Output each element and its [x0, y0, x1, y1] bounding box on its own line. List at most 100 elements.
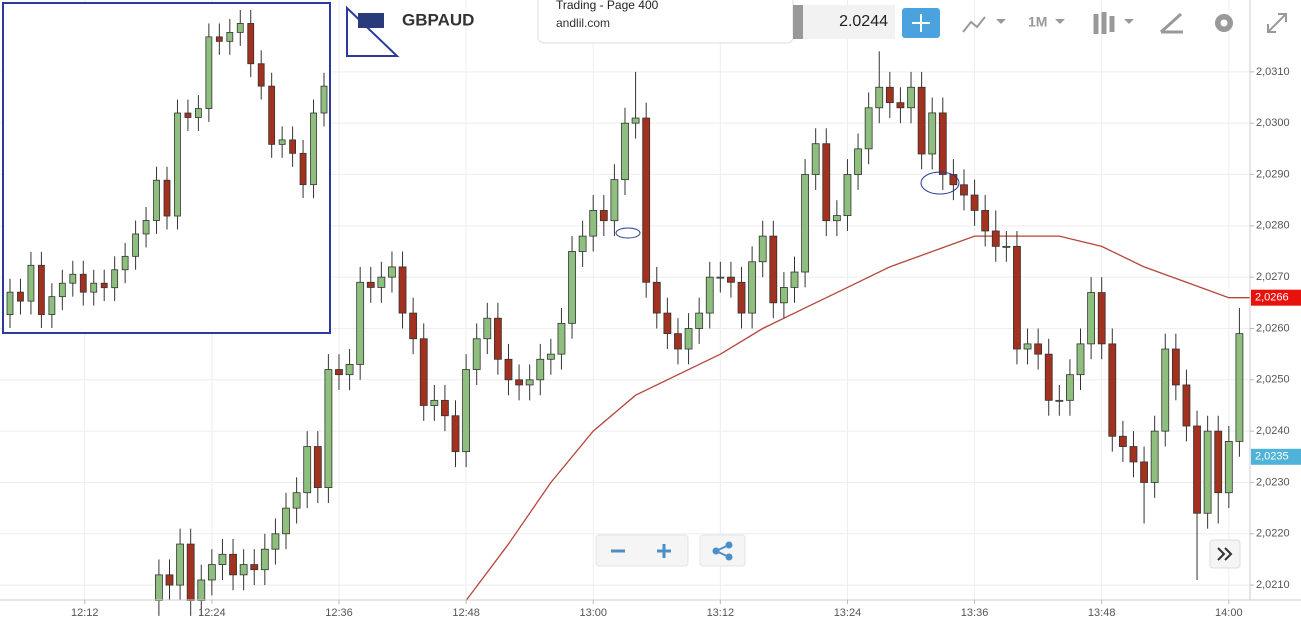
candle-body — [142, 220, 150, 235]
y-tick-label: 2,0210 — [1256, 579, 1290, 591]
dropdown[interactable] — [1055, 19, 1065, 24]
candle-body — [493, 317, 502, 360]
candle-body — [832, 215, 841, 222]
dropdown[interactable] — [996, 19, 1006, 24]
candle-body — [48, 296, 56, 315]
candle-body — [197, 579, 206, 601]
candle-body — [324, 369, 333, 488]
fullscreen-icon[interactable] — [1267, 13, 1287, 33]
candle-body — [758, 235, 767, 263]
candle-body — [599, 210, 608, 222]
candle-body — [278, 139, 286, 145]
candle-body — [345, 364, 354, 376]
candle-body — [769, 235, 778, 304]
candle-body — [335, 369, 343, 376]
y-tick-label: 2,0260 — [1256, 322, 1290, 334]
price-tag — [1251, 289, 1301, 306]
candle-body — [674, 333, 682, 350]
price-tag-label: 2,0266 — [1255, 292, 1289, 304]
candle-body — [292, 492, 301, 509]
candle-body — [938, 112, 947, 175]
candle-body — [991, 230, 1000, 247]
candle-body — [226, 31, 234, 42]
candle-body — [748, 261, 757, 314]
candle-body — [684, 328, 693, 350]
candle-body — [1161, 348, 1170, 432]
x-tick-label: 13:00 — [579, 607, 607, 619]
candle-body — [366, 281, 375, 288]
annotation-triangle — [346, 5, 400, 57]
candle-body — [377, 276, 386, 288]
candle-body — [917, 86, 926, 155]
candle-body — [430, 399, 439, 406]
candle-icon[interactable] — [1093, 12, 1115, 34]
candle-body — [1097, 292, 1106, 345]
candle-body — [282, 507, 290, 535]
candle-body — [1087, 292, 1096, 345]
x-tick-label: 14:00 — [1215, 607, 1243, 619]
dropdown[interactable] — [1124, 19, 1134, 24]
candle-body — [260, 548, 269, 571]
y-tick-label: 2,0240 — [1256, 425, 1290, 437]
x-tick-label: 13:12 — [707, 607, 735, 619]
candle-body — [236, 23, 244, 33]
candle-body — [163, 179, 171, 217]
y-tick-label: 2,0290 — [1256, 168, 1290, 180]
candle-body — [90, 282, 98, 293]
candle-body — [854, 148, 862, 175]
candle-body — [1193, 425, 1201, 514]
candle-body — [257, 63, 265, 87]
symbol: GBPAUD — [402, 10, 474, 29]
candle-body — [174, 112, 181, 217]
candle-body — [515, 379, 523, 386]
timeframe[interactable]: 1M — [1028, 14, 1047, 30]
y-tick-label: 2,0310 — [1256, 66, 1290, 78]
y-tick-label: 2,0220 — [1256, 528, 1290, 540]
price-tag — [1251, 448, 1301, 465]
candle-body — [299, 152, 307, 186]
y-tick-label: 2,0300 — [1256, 117, 1290, 129]
y-tick-label: 2,0250 — [1256, 374, 1290, 386]
candle-body — [229, 553, 237, 576]
share-dot — [725, 553, 733, 561]
candle-body — [58, 282, 66, 298]
button[interactable] — [793, 5, 803, 39]
inset — [6, 10, 328, 328]
chart-type-icon[interactable] — [962, 16, 986, 33]
candle-body — [79, 273, 87, 293]
candle-body — [250, 564, 259, 571]
candle-body — [111, 269, 119, 289]
candle-body — [6, 291, 14, 315]
candle-body — [716, 276, 725, 279]
last-price: 2.0244 — [839, 13, 888, 30]
candle-body — [1055, 399, 1064, 402]
candle-body — [310, 112, 317, 186]
candle-body — [875, 86, 884, 109]
y-tick-label: 2,0230 — [1256, 476, 1290, 488]
x-tick-label: 13:48 — [1088, 607, 1116, 619]
candle-body — [153, 179, 160, 221]
candle-body — [165, 574, 174, 586]
candle-body — [186, 543, 195, 601]
candle-body — [1129, 446, 1138, 463]
x-tick-label: 13:24 — [834, 607, 862, 619]
share-dot — [725, 541, 733, 549]
candle-body — [1002, 245, 1011, 248]
candle-body — [184, 112, 192, 118]
draw-icon[interactable] — [1159, 12, 1183, 34]
candle-body — [737, 281, 746, 314]
candle-body — [1224, 441, 1233, 494]
x-tick-label: 12:36 — [325, 607, 353, 619]
candle-body — [568, 251, 576, 324]
candle-body — [790, 271, 799, 288]
zoom-in[interactable] — [657, 544, 671, 558]
axes: 2,0210 2,0220 2,0230 2,0240 2,0250 2,0260 2,02… — [71, 66, 1301, 619]
settings-icon-hole — [1220, 19, 1228, 27]
x-tick-label: 12:24 — [198, 607, 226, 619]
candle-body — [642, 117, 651, 283]
share-button[interactable] — [699, 534, 746, 567]
candle-body — [811, 143, 820, 175]
candle-body — [100, 282, 108, 289]
candle-body — [1118, 435, 1127, 447]
candle-body — [610, 179, 619, 222]
